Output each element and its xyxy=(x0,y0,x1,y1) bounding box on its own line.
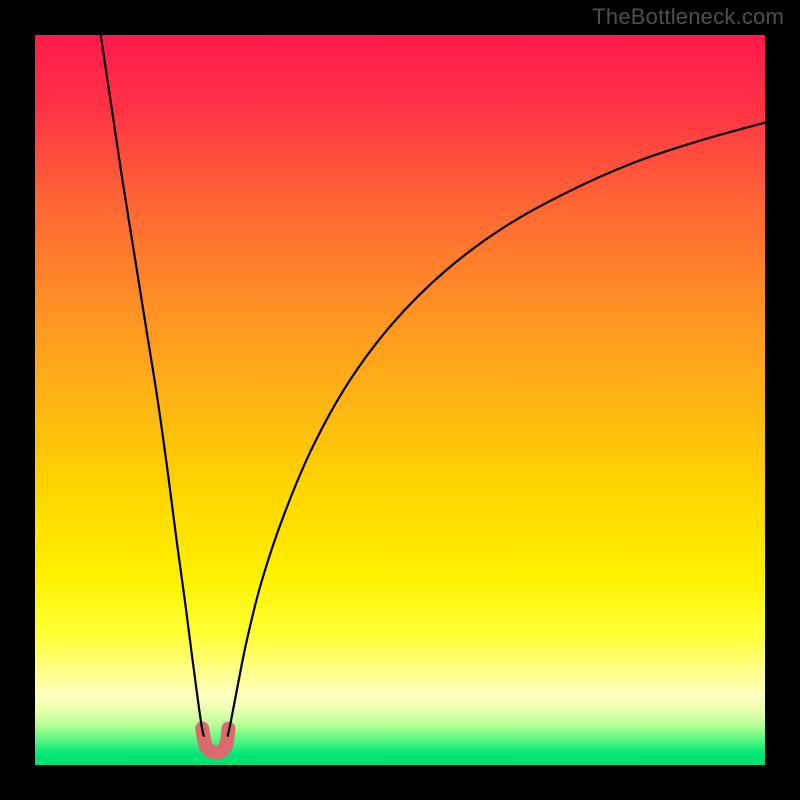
watermark-text: TheBottleneck.com xyxy=(592,4,784,30)
chart-container: { "meta": { "watermark": "TheBottleneck.… xyxy=(0,0,800,800)
gradient-background xyxy=(35,35,765,765)
plot-area xyxy=(35,35,765,765)
